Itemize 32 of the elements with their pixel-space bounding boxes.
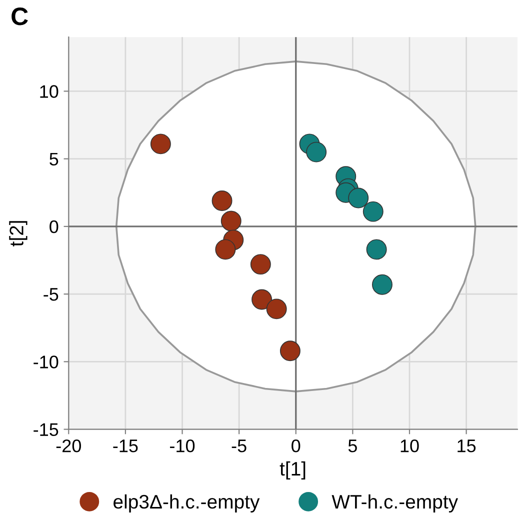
x-tick-label: 10	[400, 440, 419, 452]
x-tick-label: -10	[170, 440, 195, 452]
legend-label: WT-h.c.-empty	[332, 494, 458, 512]
y-tick-label: -10	[34, 356, 58, 368]
point	[150, 134, 171, 154]
point	[250, 254, 271, 275]
x-tick-label: 5	[348, 440, 357, 452]
x-tick-label: -15	[113, 440, 138, 452]
point	[266, 298, 287, 320]
y-tick-label: 0	[50, 220, 58, 234]
x-axis-title: t[1]	[280, 461, 306, 480]
point	[362, 201, 384, 222]
x-tick-label: -5	[232, 440, 246, 452]
point	[348, 188, 369, 208]
point	[372, 274, 392, 295]
y-tick-label: -15	[34, 423, 58, 436]
x-tick-label: 0	[292, 440, 300, 452]
point	[215, 239, 236, 260]
y-tick-label: -5	[44, 288, 58, 301]
y-tick-label: 10	[40, 85, 58, 98]
legend-label: elp3Δ-h.c.-empty	[114, 494, 260, 512]
point	[366, 239, 387, 260]
point	[212, 190, 232, 211]
point	[306, 142, 327, 162]
point	[280, 340, 300, 362]
chart-title: C	[12, 8, 28, 26]
point	[220, 210, 242, 232]
y-tick-label: 5	[50, 152, 58, 166]
point	[252, 289, 272, 310]
x-tick-label: 15	[458, 440, 476, 452]
x-tick-label: -20	[56, 440, 81, 452]
y-axis-title: t[2]	[9, 221, 28, 246]
